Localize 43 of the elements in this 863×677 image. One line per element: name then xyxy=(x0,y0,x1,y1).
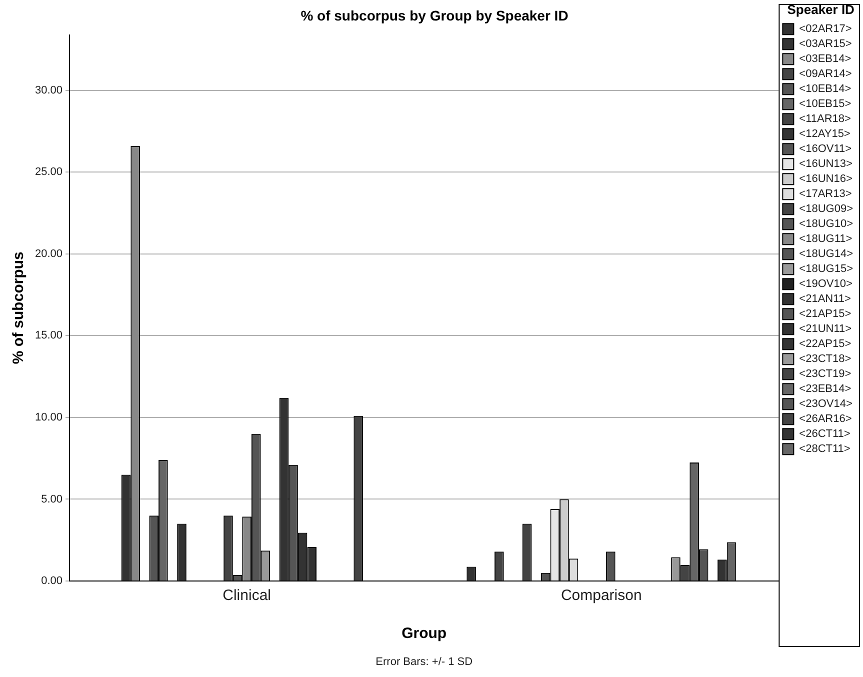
legend-label: <23OV14> xyxy=(799,398,852,410)
legend-label: <19OV10> xyxy=(799,278,852,290)
y-tick-label: 0.00 xyxy=(41,575,63,588)
legend-label: <18UG11> xyxy=(799,233,852,246)
legend-label: <18UG10> xyxy=(799,218,854,230)
y-tick-label: 5.00 xyxy=(41,493,63,506)
legend-label: <17AR13> xyxy=(799,188,852,200)
legend-label: <18UG15> xyxy=(799,263,854,276)
y-tick-label: 25.00 xyxy=(34,166,63,178)
y-tick-label: 15.00 xyxy=(34,330,63,342)
legend-label: <21AN11> xyxy=(799,293,851,306)
legend-label: <10EB14> xyxy=(799,83,852,96)
legend-label: <23EB14> xyxy=(799,383,852,396)
x-axis-title: Group xyxy=(402,625,447,642)
legend-label: <03AR15> xyxy=(799,38,852,50)
legend-label: <23CT19> xyxy=(799,368,852,380)
legend-label: <02AR17> xyxy=(799,23,852,36)
legend-label: <10EB15> xyxy=(799,98,852,110)
legend-label: <22AP15> xyxy=(799,338,852,350)
legend-label: <16OV11> xyxy=(799,143,852,156)
legend-label: <18UG14> xyxy=(799,248,854,260)
legend-label: <23CT18> xyxy=(799,353,852,366)
legend-title: Speaker ID xyxy=(787,2,854,18)
legend-label: <16UN16> xyxy=(799,173,852,186)
legend-label: <12AY15> xyxy=(799,128,850,140)
y-tick-label: 10.00 xyxy=(34,412,63,424)
legend-label: <18UG09> xyxy=(799,203,854,216)
legend-label: <26CT11> xyxy=(799,428,850,440)
text: Error Bars: +/- 1 SD xyxy=(376,656,473,668)
chart-title: % of subcorpus by Group by Speaker ID xyxy=(300,7,568,24)
legend-label: <28CT11> xyxy=(799,443,850,456)
legend-label: <21AP15> xyxy=(799,308,852,320)
legend-label: <11AR18> xyxy=(799,113,851,126)
legend-label: <09AR14> xyxy=(799,68,852,80)
x-tick-label: Comparison xyxy=(560,587,642,604)
y-axis-title: % of subcorpus xyxy=(10,252,28,364)
y-tick-label: 20.00 xyxy=(34,248,63,260)
x-tick-label: Clinical xyxy=(222,587,271,604)
y-tick-label: 30.00 xyxy=(34,84,63,96)
legend-label: <16UN13> xyxy=(799,158,852,170)
legend-label: <26AR16> xyxy=(799,413,852,426)
legend-label: <03EB14> xyxy=(799,53,852,66)
legend-label: <21UN11> xyxy=(799,323,852,336)
